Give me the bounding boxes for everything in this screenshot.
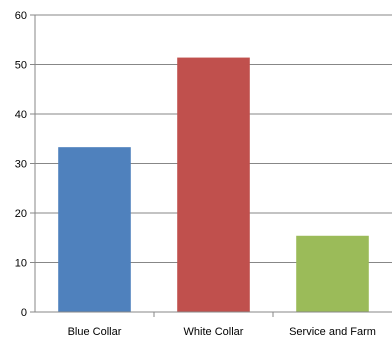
bar-service-and-farm	[296, 235, 369, 312]
y-tick-label: 50	[15, 60, 27, 72]
bar-white-collar	[177, 57, 250, 312]
y-tick-label: 20	[15, 208, 27, 220]
x-tick-labels: Blue Collar White Collar Service and Farm	[68, 326, 376, 338]
bars	[58, 57, 369, 312]
y-tick-label: 0	[21, 307, 27, 319]
y-tick-label: 10	[15, 258, 27, 270]
x-tick-label: Service and Farm	[289, 326, 376, 338]
bar-blue-collar	[58, 147, 131, 312]
y-tick-labels: 0 10 20 30 40 50 60	[15, 10, 27, 319]
x-tick-label: Blue Collar	[68, 326, 122, 338]
x-tick-label: White Collar	[184, 326, 244, 338]
y-tick-label: 40	[15, 109, 27, 121]
y-tick-label: 30	[15, 159, 27, 171]
axes	[34, 15, 392, 313]
y-tick-label: 60	[15, 10, 27, 22]
